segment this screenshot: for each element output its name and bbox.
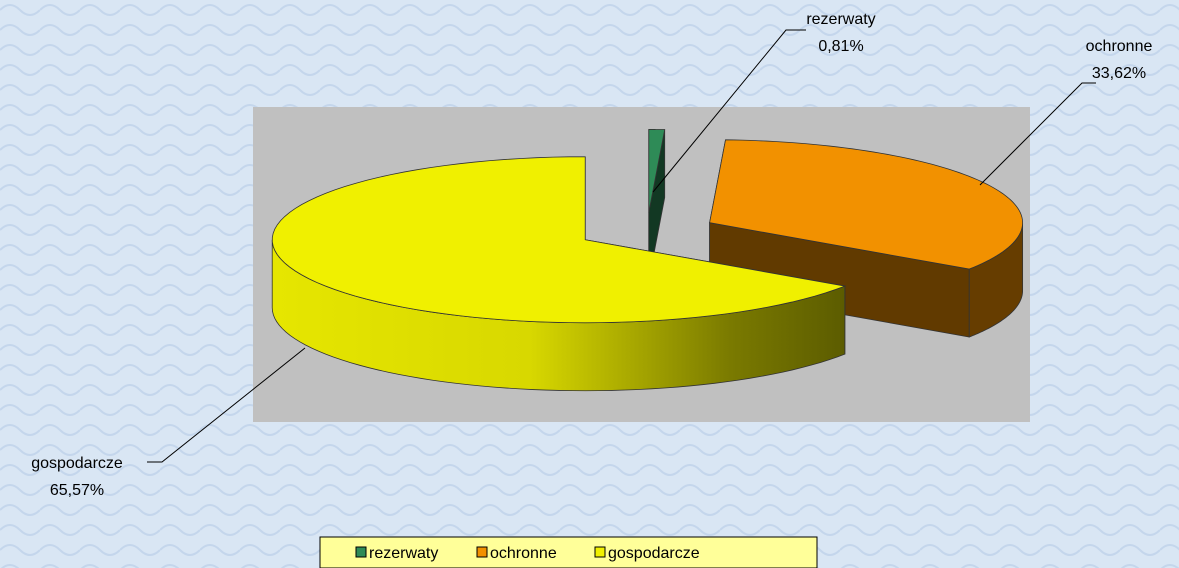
legend-label: ochronne: [490, 545, 557, 562]
slice: [709, 139, 1024, 338]
slice-label: rezerwaty: [806, 11, 875, 28]
legend-swatch: [355, 546, 367, 558]
legend-swatch: [594, 546, 606, 558]
slice-value: 65,57%: [50, 482, 104, 499]
legend-label: gospodarcze: [608, 545, 700, 562]
slice-value: 0,81%: [818, 38, 863, 55]
pie: [271, 129, 1024, 392]
legend-label: rezerwaty: [369, 545, 438, 562]
legend-swatch: [476, 546, 488, 558]
slice-top: [271, 156, 847, 324]
leader-line: [652, 29, 806, 193]
leader-line: [147, 347, 306, 463]
legend: rezerwaty ochronne gospodarcze: [319, 536, 818, 568]
slice-value: 33,62%: [1092, 65, 1146, 82]
leader-line: [979, 82, 1096, 186]
slice-label: ochronne: [1086, 38, 1153, 55]
slice-top: [709, 139, 1023, 270]
slice-label: gospodarcze: [31, 455, 123, 472]
slice: [271, 156, 847, 392]
leaders: [147, 29, 1096, 463]
legend-box: [319, 536, 818, 568]
